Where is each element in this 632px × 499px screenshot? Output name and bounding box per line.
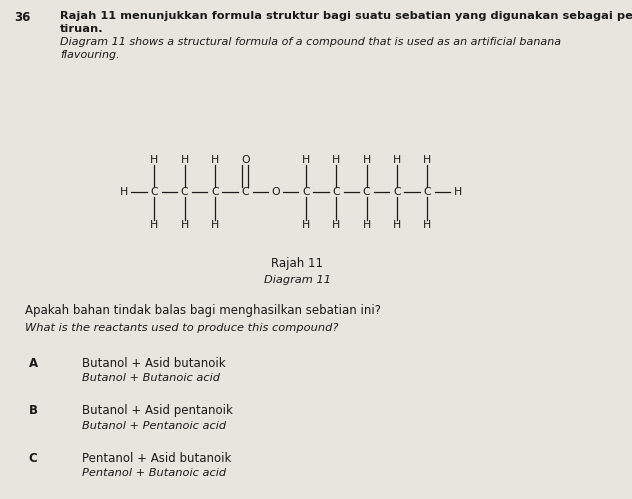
Text: H: H [392, 220, 401, 230]
Text: O: O [271, 187, 280, 197]
Text: flavouring.: flavouring. [60, 50, 119, 60]
Text: Butanol + Pentanoic acid: Butanol + Pentanoic acid [82, 421, 226, 431]
Text: C: C [211, 187, 219, 197]
Text: C: C [363, 187, 370, 197]
Text: H: H [453, 187, 462, 197]
Text: C: C [28, 452, 37, 465]
Text: Apakah bahan tindak balas bagi menghasilkan sebatian ini?: Apakah bahan tindak balas bagi menghasil… [25, 304, 381, 317]
Text: Pentanol + Asid butanoik: Pentanol + Asid butanoik [82, 452, 231, 465]
Text: H: H [180, 155, 189, 165]
Text: Pentanol + Butanoic acid: Pentanol + Butanoic acid [82, 468, 226, 478]
Text: H: H [210, 155, 219, 165]
Text: C: C [393, 187, 401, 197]
Text: Butanol + Butanoic acid: Butanol + Butanoic acid [82, 373, 220, 383]
Text: C: C [423, 187, 431, 197]
Text: H: H [332, 220, 341, 230]
Text: Rajah 11: Rajah 11 [271, 257, 323, 270]
Text: H: H [150, 220, 159, 230]
Text: C: C [150, 187, 158, 197]
Text: H: H [210, 220, 219, 230]
Text: Butanol + Asid butanoik: Butanol + Asid butanoik [82, 357, 226, 370]
Text: C: C [241, 187, 249, 197]
Text: tiruan.: tiruan. [60, 24, 104, 34]
Text: 36: 36 [14, 11, 30, 24]
Text: H: H [180, 220, 189, 230]
Text: C: C [181, 187, 188, 197]
Text: Butanol + Asid pentanoik: Butanol + Asid pentanoik [82, 404, 233, 417]
Text: H: H [362, 155, 371, 165]
Text: H: H [423, 220, 432, 230]
Text: Diagram 11 shows a structural formula of a compound that is used as an artificia: Diagram 11 shows a structural formula of… [60, 37, 561, 47]
Text: Diagram 11: Diagram 11 [264, 275, 331, 285]
Text: H: H [392, 155, 401, 165]
Text: H: H [332, 155, 341, 165]
Text: O: O [241, 155, 250, 165]
Text: A: A [28, 357, 37, 370]
Text: Rajah 11 menunjukkan formula struktur bagi suatu sebatian yang digunakan sebagai: Rajah 11 menunjukkan formula struktur ba… [60, 11, 632, 21]
Text: H: H [423, 155, 432, 165]
Text: C: C [302, 187, 310, 197]
Text: H: H [301, 155, 310, 165]
Text: B: B [28, 404, 37, 417]
Text: H: H [362, 220, 371, 230]
Text: C: C [332, 187, 340, 197]
Text: What is the reactants used to produce this compound?: What is the reactants used to produce th… [25, 323, 339, 333]
Text: H: H [119, 187, 128, 197]
Text: H: H [150, 155, 159, 165]
Text: H: H [301, 220, 310, 230]
